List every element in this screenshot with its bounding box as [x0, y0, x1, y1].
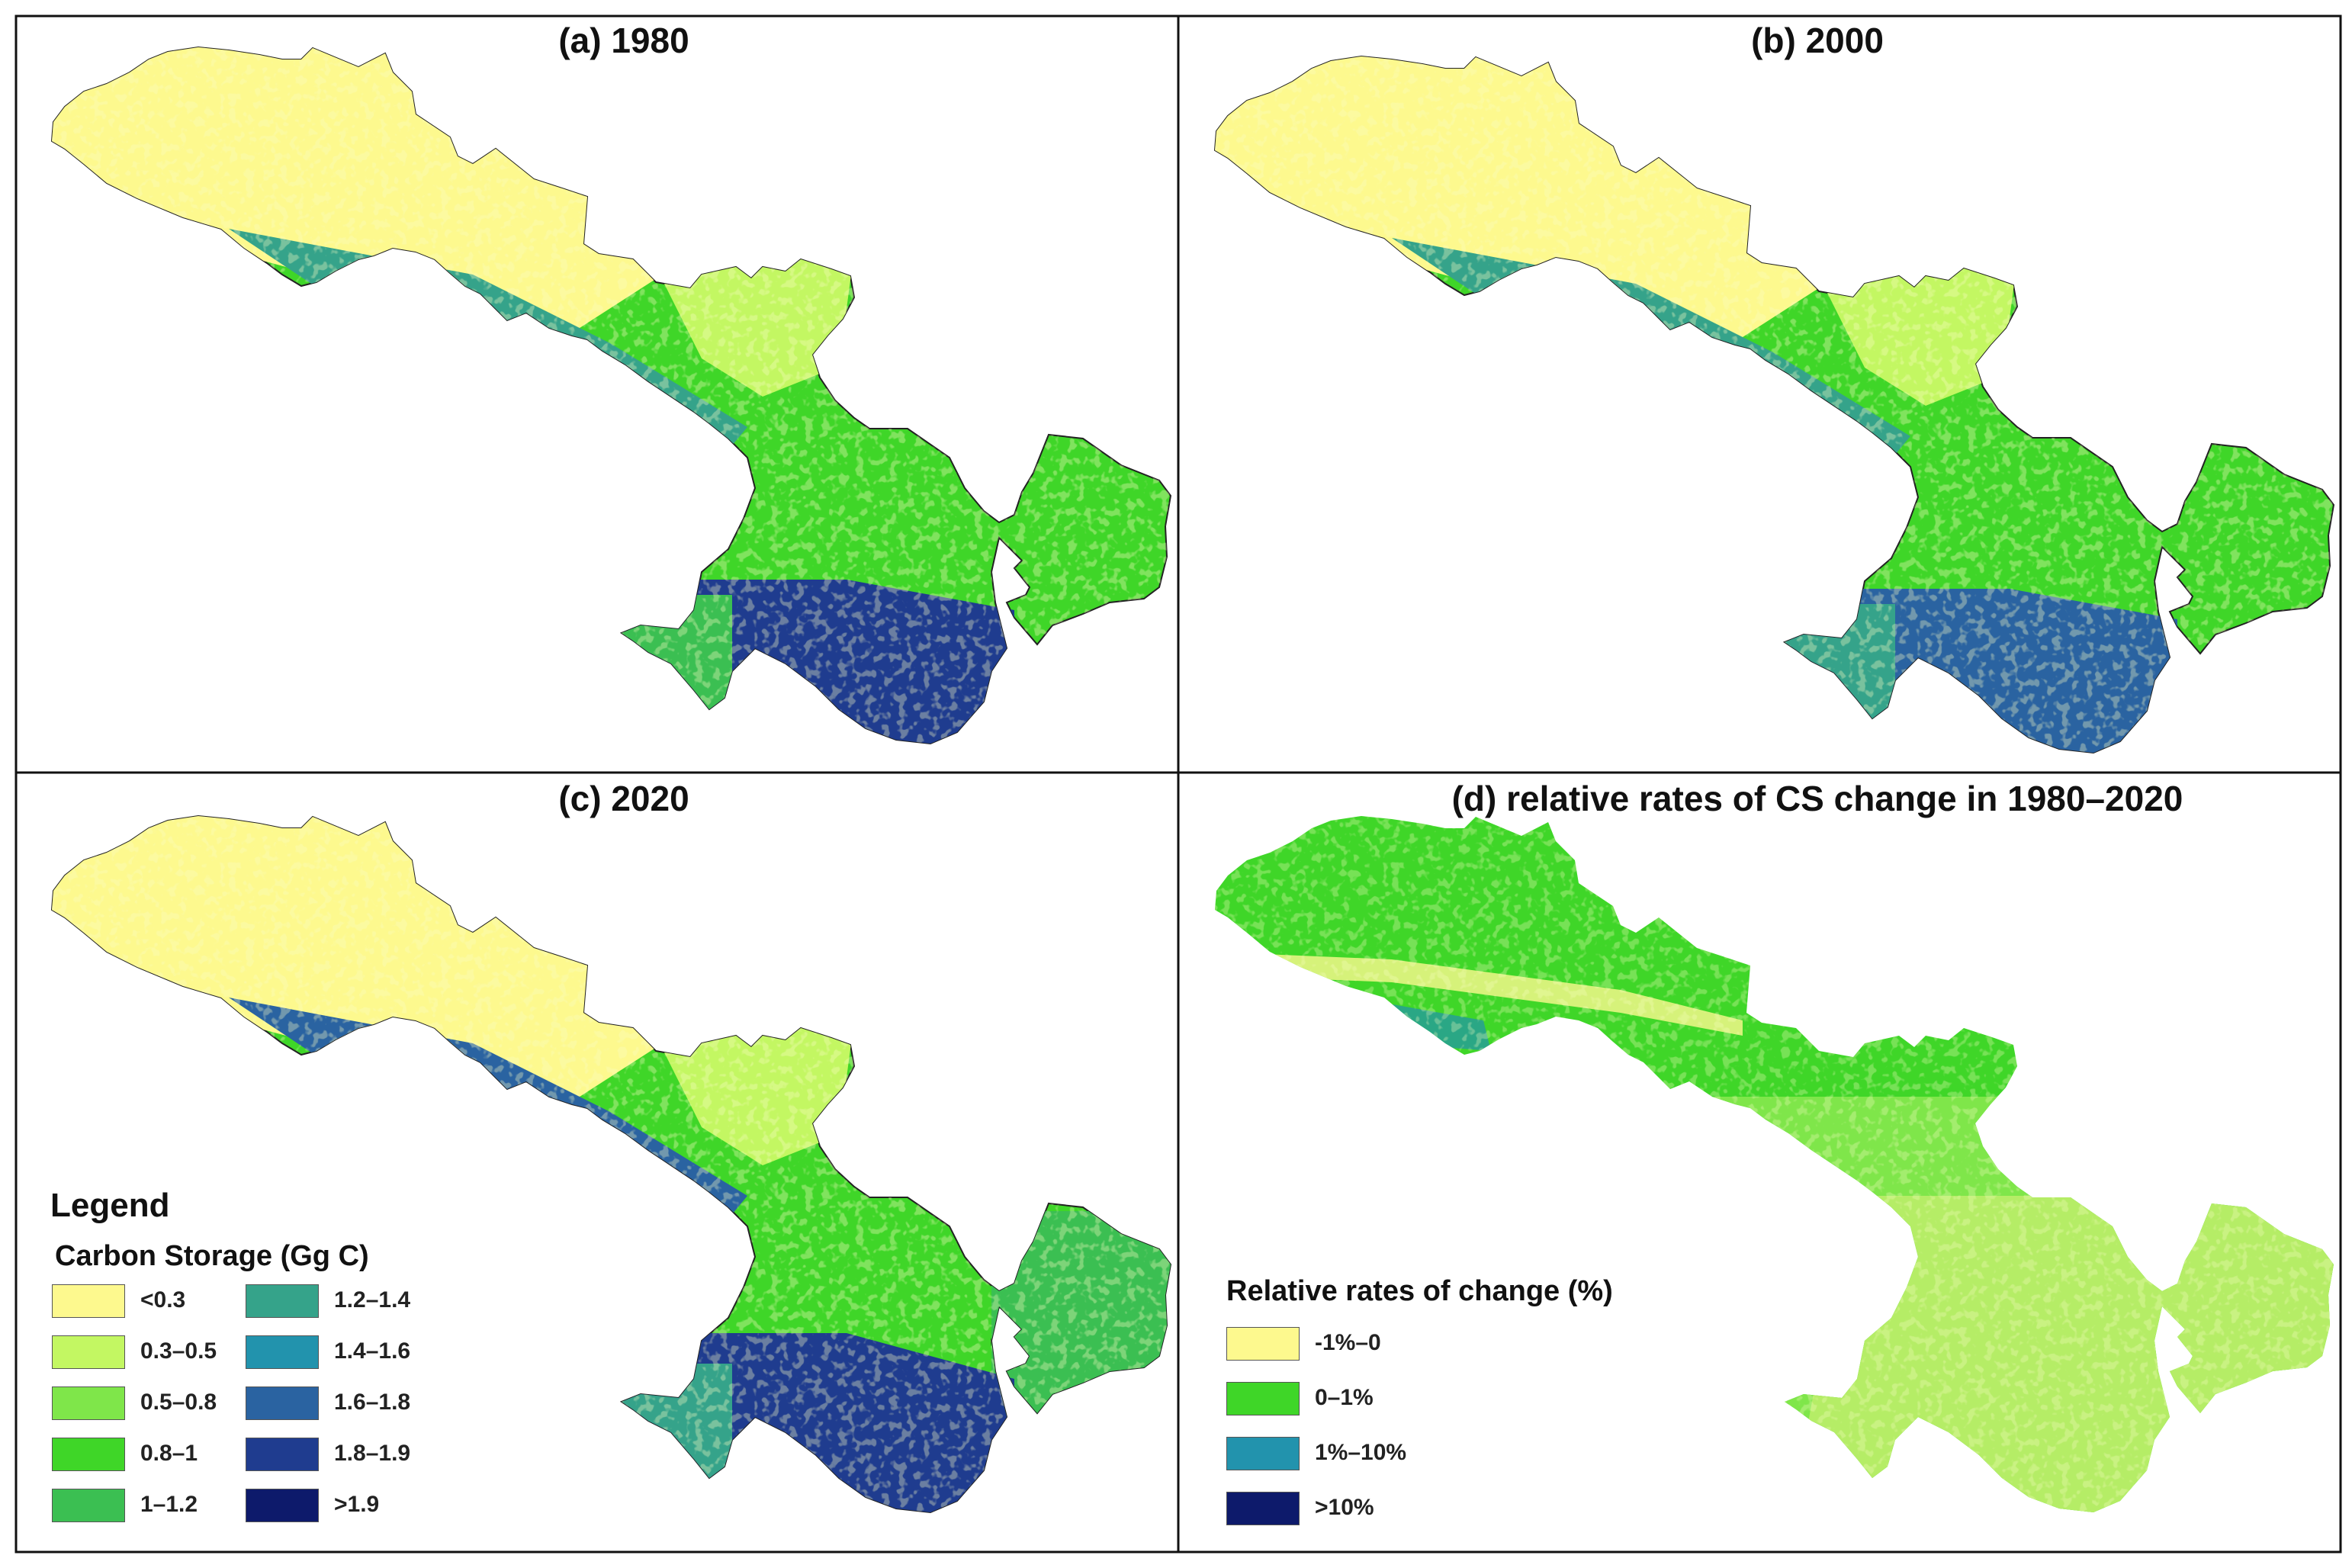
carbon-legend-item-label: >1.9: [334, 1492, 380, 1517]
change-legend-item-label: >10%: [1315, 1495, 1374, 1520]
carbon-legend-item-swatch: [246, 1284, 319, 1318]
carbon-legend-item-swatch: [52, 1438, 125, 1471]
change-legend-heading: Relative rates of change (%): [1226, 1275, 1613, 1307]
change-legend-item-swatch: [1226, 1327, 1300, 1361]
carbon-legend-item-swatch: [246, 1489, 319, 1522]
carbon-legend-item-label: 1.8–1.9: [334, 1441, 411, 1466]
change-legend-item-label: 1%–10%: [1315, 1440, 1407, 1465]
panel-title-d: (d) relative rates of CS change in 1980–…: [1451, 779, 2183, 818]
carbon-legend-item-label: 1.2–1.4: [334, 1287, 411, 1313]
panel-title-b: (b) 2000: [1751, 21, 1884, 60]
change-legend-item-label: 0–1%: [1315, 1385, 1374, 1410]
speckle-overlay: [1215, 56, 2334, 753]
map-panel-c: [51, 815, 1171, 1513]
carbon-legend-item-swatch: [246, 1335, 319, 1369]
change-legend-item-swatch: [1226, 1437, 1300, 1470]
speckle-overlay: [52, 816, 1171, 1512]
speckle-overlay: [1215, 816, 2334, 1512]
panel-title-c: (c) 2020: [558, 779, 689, 818]
carbon-legend-item-label: 1.4–1.6: [334, 1338, 411, 1364]
map-panel-d: [1215, 816, 2334, 1512]
speckle-overlay: [52, 47, 1171, 744]
carbon-legend-item-label: <0.3: [140, 1287, 186, 1313]
change-legend-item-swatch: [1226, 1492, 1300, 1525]
carbon-legend-item-swatch: [52, 1284, 125, 1318]
carbon-legend-item-swatch: [52, 1386, 125, 1420]
carbon-legend-item-label: 1–1.2: [140, 1492, 198, 1517]
carbon-legend-item-label: 1.6–1.8: [334, 1390, 411, 1415]
change-legend-item-label: -1%–0: [1315, 1330, 1381, 1355]
carbon-legend-item-label: 0.3–0.5: [140, 1338, 217, 1364]
carbon-legend-item-swatch: [246, 1438, 319, 1471]
panel-title-a: (a) 1980: [558, 21, 689, 60]
carbon-legend-item-label: 0.8–1: [140, 1441, 198, 1466]
carbon-legend-item-swatch: [246, 1386, 319, 1420]
map-panel-b: [1214, 56, 2334, 753]
carbon-legend-item-swatch: [52, 1489, 125, 1522]
legend-heading: Legend: [50, 1187, 170, 1224]
carbon-legend-item-swatch: [52, 1335, 125, 1369]
legend-subheading: Carbon Storage (Gg C): [55, 1240, 369, 1272]
carbon-legend-item-label: 0.5–0.8: [140, 1390, 217, 1415]
map-panel-a: [51, 47, 1171, 744]
change-legend-item-swatch: [1226, 1382, 1300, 1415]
